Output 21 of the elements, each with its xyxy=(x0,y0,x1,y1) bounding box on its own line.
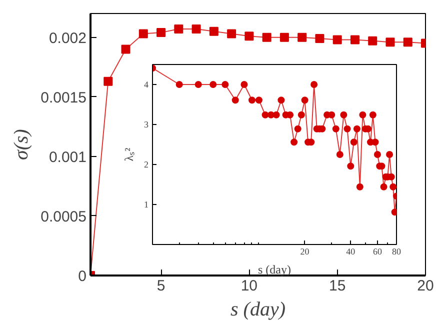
y-tick-label: 0.0005 xyxy=(40,208,87,226)
x-tick-label: 15 xyxy=(329,278,346,294)
y-tick-label: 4 xyxy=(144,80,149,90)
x-tick-label: 10 xyxy=(240,278,258,294)
y-tick-label: 0.0015 xyxy=(40,89,87,106)
x-axis-title: s (day) xyxy=(230,298,286,320)
y-tick-label: 0.002 xyxy=(48,30,87,47)
y-tick-label: 2 xyxy=(144,160,148,170)
x-axis-title: s (day) xyxy=(258,262,292,276)
x-tick-label: 80 xyxy=(392,246,402,256)
y-tick-label: 0 xyxy=(78,268,86,285)
y-tick-label: 1 xyxy=(144,200,148,210)
x-tick-label: 40 xyxy=(346,246,356,256)
x-tick-label: 20 xyxy=(300,246,310,256)
x-tick-label: 20 xyxy=(417,278,434,294)
y-tick-label: 0.001 xyxy=(48,148,87,166)
x-tick-label: 5 xyxy=(156,278,166,294)
x-tick-label: 60 xyxy=(372,246,382,256)
y-tick-label: 3 xyxy=(144,120,149,130)
y-axis-title: σ(s) xyxy=(10,128,33,160)
y-axis-title: λₛ² xyxy=(122,147,136,162)
